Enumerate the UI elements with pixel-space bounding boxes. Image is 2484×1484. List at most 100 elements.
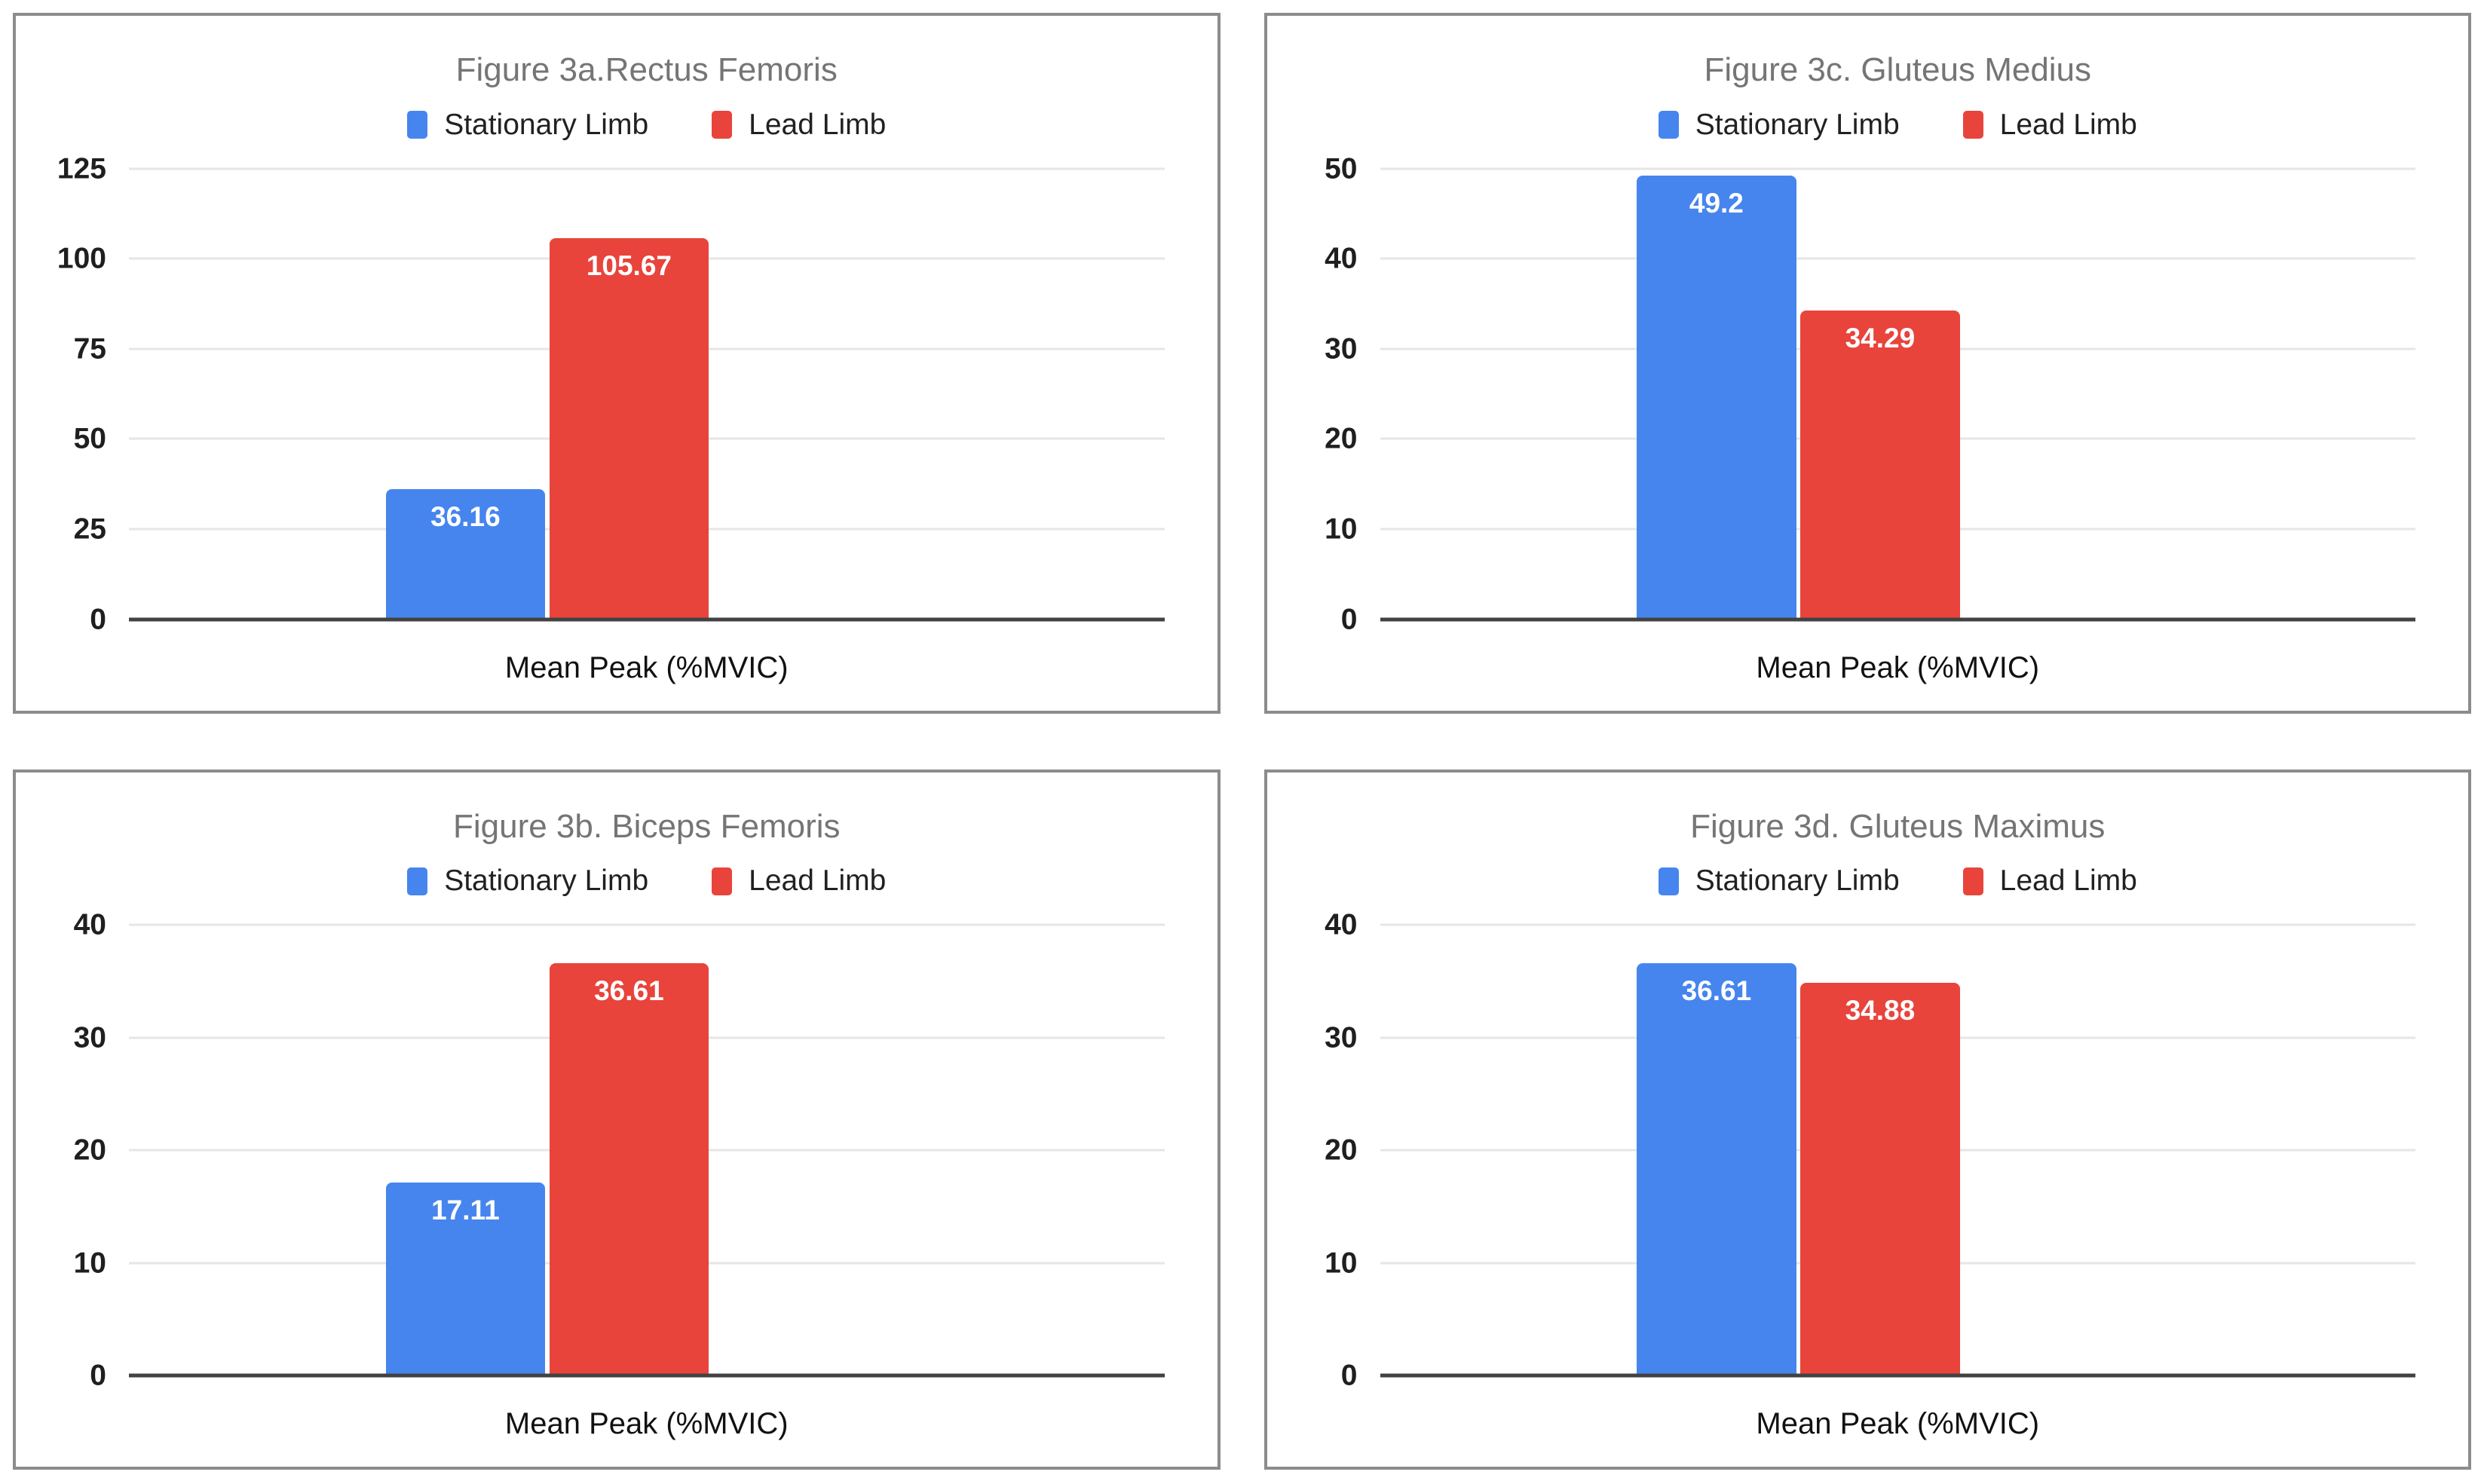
plot: 17.11 36.61 (129, 923, 1165, 1378)
chart-card-figure-3b[interactable]: Figure 3b. Biceps Femoris Stationary Lim… (13, 769, 1221, 1470)
chart-card-figure-3c[interactable]: Figure 3c. Gluteus Medius Stationary Lim… (1263, 13, 2471, 714)
y-tick-label: 10 (1325, 1247, 1358, 1280)
legend-label: Stationary Limb (1695, 864, 1900, 898)
x-axis-line (129, 1373, 1165, 1378)
gridline (129, 167, 1165, 170)
y-tick-label: 0 (1340, 603, 1358, 635)
chart-legend: Stationary Limb Lead Limb (129, 109, 1165, 142)
y-axis: 0 10 20 30 40 (1267, 910, 1380, 1391)
x-axis-label: Mean Peak (%MVIC) (504, 1407, 789, 1440)
y-tick-label: 10 (1325, 513, 1358, 546)
legend-item-lead-limb: Lead Limb (712, 864, 886, 898)
y-axis: 0 10 20 30 40 50 (1267, 154, 1380, 634)
legend-label: Stationary Limb (444, 108, 649, 141)
bar-lead-limb[interactable]: 34.88 (1800, 982, 1960, 1375)
y-tick-label: 0 (1340, 1359, 1358, 1392)
chart-title: Figure 3b. Biceps Femoris (452, 807, 841, 845)
legend-swatch-red (712, 867, 733, 895)
legend-swatch-blue (407, 111, 428, 139)
y-tick-label: 100 (57, 242, 106, 275)
y-tick-label: 20 (73, 1134, 106, 1167)
legend-swatch-red (1962, 111, 1983, 139)
chart-plot-area: 0 10 20 30 40 36.61 34.88 (1267, 910, 2469, 1391)
y-axis: 0 10 20 30 40 (16, 910, 129, 1391)
x-axis-label: Mean Peak (%MVIC) (1756, 650, 2040, 684)
y-tick-label: 0 (90, 1359, 106, 1392)
x-axis-line (1380, 1373, 2415, 1378)
bar-value-label: 105.67 (586, 250, 672, 282)
bar-lead-limb[interactable]: 34.29 (1800, 310, 1960, 620)
bar-stationary-limb[interactable]: 36.61 (1637, 962, 1796, 1375)
bar-stationary-limb[interactable]: 17.11 (385, 1183, 546, 1375)
chart-legend: Stationary Limb Lead Limb (1380, 864, 2416, 898)
legend-label: Lead Limb (749, 108, 887, 141)
y-tick-label: 40 (73, 908, 106, 941)
legend-label: Stationary Limb (444, 864, 649, 898)
bar-value-label: 36.61 (1681, 975, 1752, 1006)
gridline (129, 923, 1165, 926)
legend-swatch-blue (1658, 867, 1679, 895)
y-tick-label: 20 (1325, 422, 1358, 455)
chart-legend: Stationary Limb Lead Limb (1380, 109, 2416, 142)
chart-title: Figure 3c. Gluteus Medius (1704, 51, 2092, 88)
legend-item-stationary-limb: Stationary Limb (1658, 108, 1900, 142)
bar-value-label: 36.16 (430, 500, 501, 532)
bar-value-label: 36.61 (594, 975, 664, 1006)
legend-swatch-blue (407, 867, 428, 895)
y-tick-label: 30 (1325, 1021, 1358, 1054)
legend-label: Stationary Limb (1695, 108, 1900, 141)
y-tick-label: 50 (1325, 152, 1358, 185)
x-axis-label: Mean Peak (%MVIC) (504, 650, 789, 684)
bar-stationary-limb[interactable]: 49.2 (1637, 176, 1796, 620)
y-tick-label: 0 (90, 603, 106, 635)
y-tick-label: 40 (1325, 908, 1358, 941)
gridline (1380, 257, 2415, 260)
plot: 49.2 34.29 (1380, 167, 2415, 621)
y-tick-label: 50 (73, 422, 106, 455)
y-tick-label: 20 (1325, 1134, 1358, 1167)
chart-title: Figure 3d. Gluteus Maximus (1690, 807, 2106, 845)
bar-value-label: 49.2 (1689, 188, 1744, 219)
y-axis: 0 25 50 75 100 125 (16, 154, 129, 634)
legend-item-lead-limb: Lead Limb (712, 109, 886, 142)
y-tick-label: 40 (1325, 242, 1358, 275)
legend-swatch-red (712, 111, 733, 139)
chart-card-figure-3a[interactable]: Figure 3a.Rectus Femoris Stationary Limb… (13, 13, 1221, 714)
legend-swatch-blue (1658, 111, 1679, 139)
bar-value-label: 34.88 (1845, 994, 1916, 1026)
chart-plot-area: 0 10 20 30 40 17.11 36.61 (16, 910, 1217, 1391)
y-tick-label: 30 (1325, 332, 1358, 366)
plot: 36.16 105.67 (129, 167, 1165, 621)
x-axis-label: Mean Peak (%MVIC) (1756, 1407, 2040, 1440)
legend-label: Lead Limb (749, 864, 887, 898)
legend-label: Lead Limb (1999, 864, 2137, 898)
legend-swatch-red (1962, 867, 1983, 895)
gridline (1380, 923, 2415, 926)
legend-label: Lead Limb (1999, 108, 2137, 141)
y-tick-label: 10 (73, 1247, 106, 1280)
x-axis-line (129, 617, 1165, 621)
bar-stationary-limb[interactable]: 36.16 (385, 488, 546, 620)
chart-legend: Stationary Limb Lead Limb (129, 864, 1165, 898)
y-tick-label: 30 (73, 1021, 106, 1054)
bar-value-label: 17.11 (431, 1195, 500, 1226)
legend-item-stationary-limb: Stationary Limb (407, 864, 648, 898)
chart-title: Figure 3a.Rectus Femoris (455, 51, 838, 88)
gridline (1380, 167, 2415, 170)
bar-lead-limb[interactable]: 36.61 (549, 962, 709, 1375)
plot: 36.61 34.88 (1380, 923, 2415, 1378)
legend-item-lead-limb: Lead Limb (1962, 108, 2137, 142)
chart-card-figure-3d[interactable]: Figure 3d. Gluteus Maximus Stationary Li… (1263, 769, 2471, 1470)
y-tick-label: 25 (73, 513, 106, 546)
y-tick-label: 125 (57, 152, 106, 185)
bar-lead-limb[interactable]: 105.67 (549, 238, 709, 620)
chart-plot-area: 0 25 50 75 100 125 36.16 105.67 (16, 154, 1217, 634)
chart-plot-area: 0 10 20 30 40 50 49.2 34.29 (1267, 154, 2469, 634)
y-tick-label: 75 (73, 332, 106, 366)
legend-item-stationary-limb: Stationary Limb (407, 109, 648, 142)
legend-item-stationary-limb: Stationary Limb (1658, 864, 1900, 898)
legend-item-lead-limb: Lead Limb (1962, 864, 2137, 898)
x-axis-line (1380, 617, 2415, 621)
bar-value-label: 34.29 (1845, 322, 1916, 353)
